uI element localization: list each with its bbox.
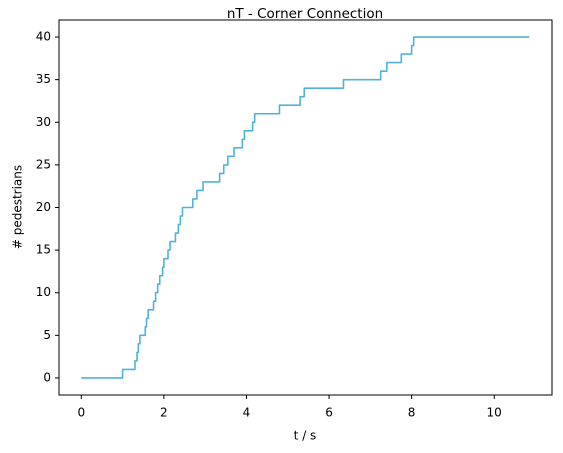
series-line-0 xyxy=(81,36,530,379)
y-tick-label: 15 xyxy=(36,243,51,257)
y-tick-label: 5 xyxy=(43,328,51,342)
y-tick-label: 20 xyxy=(36,200,51,214)
x-tick-label: 10 xyxy=(487,406,502,420)
x-tick-label: 8 xyxy=(408,406,416,420)
chart-title: nT - Corner Connection xyxy=(227,6,383,22)
y-axis-label: # pedestrians xyxy=(11,165,25,249)
x-tick-label: 4 xyxy=(243,406,251,420)
x-tick-label: 6 xyxy=(325,406,333,420)
x-tick-label: 0 xyxy=(77,406,85,420)
x-ticks: 0 2 4 6 8 10 xyxy=(77,395,502,420)
y-tick-label: 30 xyxy=(36,115,51,129)
y-tick-label: 10 xyxy=(36,285,51,299)
y-tick-label: 40 xyxy=(36,30,51,44)
y-tick-label: 25 xyxy=(36,157,51,171)
y-tick-label: 35 xyxy=(36,72,51,86)
x-axis-label: t / s xyxy=(294,429,317,443)
series-layer xyxy=(81,36,530,379)
y-tick-label: 0 xyxy=(43,370,51,384)
plot-area xyxy=(59,20,552,395)
y-ticks: 0 5 10 15 20 25 30 35 40 xyxy=(36,30,59,384)
x-tick-label: 2 xyxy=(160,406,168,420)
